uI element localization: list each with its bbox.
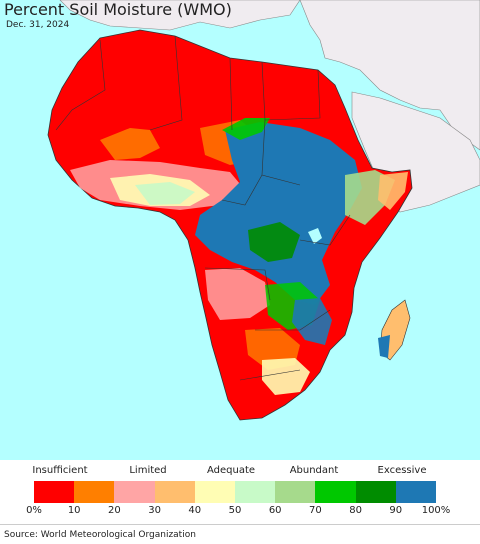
map-title: Percent Soil Moisture (WMO) (4, 0, 232, 19)
europe-landmass (299, 0, 480, 151)
legend-category-abundant: Abundant (289, 465, 339, 476)
source-note: Source: World Meteorological Organizatio… (4, 530, 196, 540)
legend-category-insufficient: Insufficient (32, 465, 88, 476)
legend-tick-label: 50 (228, 505, 242, 516)
legend-swatch-8 (355, 481, 396, 503)
legend-swatch-1 (74, 481, 115, 503)
angola-mixed (205, 268, 270, 320)
legend-category-limited: Limited (129, 465, 167, 476)
legend-tick-label: 80 (349, 505, 362, 516)
legend-tick-label: 100% (421, 505, 451, 516)
legend-swatch-3 (154, 481, 195, 503)
legend-tick-label: 40 (188, 505, 202, 516)
legend-swatch-0 (34, 481, 75, 503)
southern-europe (59, 0, 301, 31)
westafrica-green (135, 182, 195, 205)
legend-category-excessive: Excessive (377, 465, 427, 476)
legend-tick-label: 10 (67, 505, 81, 516)
soil-moisture-map (0, 0, 480, 460)
legend-tick-label: 30 (148, 505, 161, 516)
legend-category-adequate: Adequate (206, 465, 256, 476)
central-blue (195, 122, 362, 305)
legend-tick-label: 0% (26, 505, 42, 516)
legend-swatch-9 (395, 481, 437, 503)
legend-tick-label: 60 (268, 505, 282, 516)
sahel-orange (100, 128, 160, 160)
central-green (222, 118, 270, 140)
legend-swatch-5 (235, 481, 276, 503)
legend-tick-label: 20 (108, 505, 121, 516)
country-borders (55, 35, 351, 381)
mozambique-blue (292, 298, 332, 345)
legend-tick-label: 90 (389, 505, 403, 516)
horn-orange (378, 172, 408, 210)
legend-tick-label: 70 (309, 505, 322, 516)
map-date: Dec. 31, 2024 (6, 20, 70, 30)
legend-swatch-7 (315, 481, 356, 503)
madagascar-blue (378, 335, 390, 358)
congo-darkgreen (248, 222, 300, 262)
legend-swatch-2 (114, 481, 155, 503)
lake-victoria (308, 228, 322, 244)
footer-divider (0, 524, 480, 525)
legend-color-bar (34, 481, 437, 503)
legend-swatch-6 (275, 481, 316, 503)
southafrica-yellow (262, 358, 310, 395)
legend-swatch-4 (194, 481, 236, 503)
